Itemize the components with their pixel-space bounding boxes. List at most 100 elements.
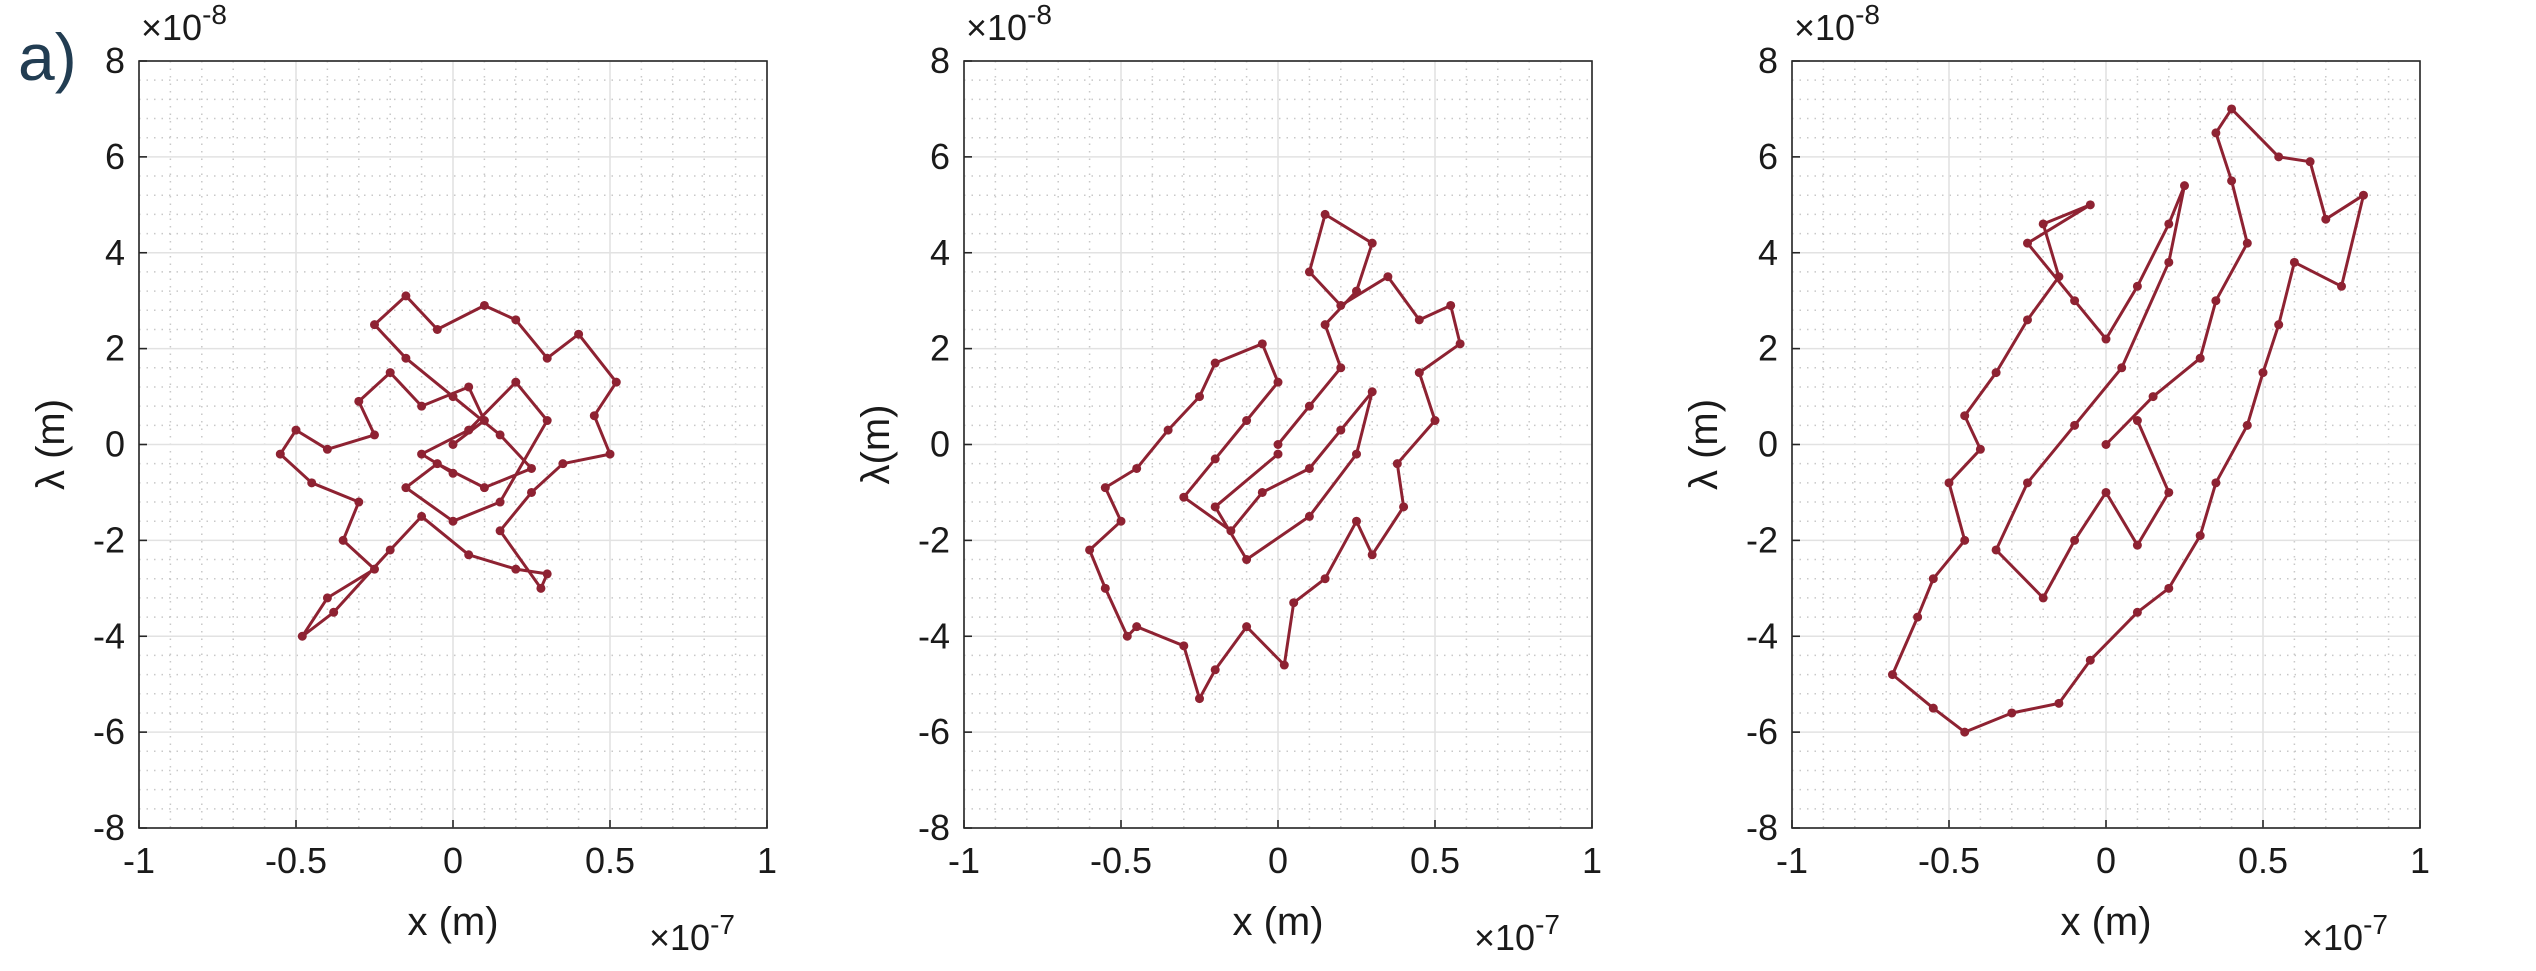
- data-point: [448, 468, 458, 478]
- data-point: [479, 300, 489, 310]
- data-point: [2023, 478, 2032, 488]
- data-point: [1210, 454, 1220, 464]
- data-point: [2132, 540, 2142, 550]
- data-point: [401, 291, 411, 301]
- data-point: [1336, 425, 1346, 435]
- data-point: [322, 593, 332, 603]
- axis-multiplier: ×10-8: [141, 0, 227, 48]
- data-point: [1960, 411, 1970, 421]
- data-point: [1320, 320, 1330, 330]
- data-point: [1960, 727, 1970, 737]
- multiplier-base: ×10: [2302, 917, 2363, 958]
- data-point: [2180, 181, 2189, 191]
- data-point: [2132, 607, 2142, 617]
- series-line: [278, 294, 618, 638]
- x-tick-label: 1: [1582, 840, 1602, 881]
- data-point: [1352, 449, 1361, 459]
- data-point: [495, 430, 505, 440]
- data-point: [2070, 535, 2080, 545]
- data-point: [1195, 694, 1204, 704]
- data-point: [558, 459, 568, 469]
- x-tick-label: 0: [1268, 840, 1288, 881]
- y-tick-label: -8: [93, 807, 125, 848]
- data-point: [2101, 487, 2111, 497]
- data-point: [1304, 267, 1314, 277]
- data-point: [1163, 425, 1173, 435]
- x-tick-label: -0.5: [265, 840, 327, 881]
- data-point: [1257, 487, 1267, 497]
- data-point: [2242, 420, 2252, 430]
- multiplier-exponent: -8: [202, 0, 227, 30]
- data-point: [448, 440, 458, 449]
- data-point: [1116, 516, 1126, 526]
- data-point: [464, 382, 474, 392]
- data-point: [1289, 598, 1299, 608]
- data-point: [338, 535, 348, 545]
- x-tick-label: 0: [443, 840, 463, 881]
- data-point: [1414, 368, 1424, 378]
- y-tick-label: 4: [930, 232, 950, 273]
- data-point: [542, 416, 552, 426]
- data-point: [417, 401, 427, 411]
- data-point: [2054, 272, 2064, 282]
- data-point: [432, 324, 442, 334]
- data-point: [2070, 296, 2080, 306]
- data-point: [2337, 281, 2346, 291]
- data-point: [1122, 631, 1132, 641]
- data-point: [2038, 219, 2048, 229]
- x-tick-label: 0: [2096, 840, 2116, 881]
- data-point: [1179, 492, 1189, 502]
- data-point: [527, 463, 536, 473]
- x-tick-label: -1: [123, 840, 155, 881]
- y-tick-label: 8: [1758, 40, 1778, 81]
- data-point: [2101, 440, 2111, 449]
- multiplier-base: ×10: [1474, 917, 1535, 958]
- data-point: [2164, 219, 2174, 229]
- data-point: [354, 497, 364, 507]
- x-tick-label: 0.5: [2238, 840, 2288, 881]
- data-point: [1320, 209, 1330, 219]
- y-tick-label: 2: [105, 328, 125, 369]
- x-tick-label: 0.5: [1410, 840, 1460, 881]
- data-point: [1320, 574, 1330, 584]
- data-point: [1132, 463, 1142, 473]
- axes-box: [138, 60, 768, 829]
- data-point: [417, 449, 427, 459]
- data-point: [370, 430, 379, 440]
- data-point: [2164, 257, 2174, 267]
- multiplier-exponent: -7: [1535, 909, 1560, 940]
- axis-multiplier: ×10-8: [1794, 0, 1880, 48]
- data-point: [370, 320, 379, 330]
- x-axis-label: x (m): [2060, 900, 2151, 944]
- data-point: [589, 411, 599, 421]
- data-point: [448, 516, 458, 526]
- y-tick-label: 6: [105, 136, 125, 177]
- y-tick-label: -8: [918, 807, 950, 848]
- data-point: [1367, 387, 1377, 397]
- x-tick-label: 0.5: [585, 840, 635, 881]
- data-point: [2227, 104, 2237, 114]
- data-point: [401, 483, 411, 493]
- data-point: [2070, 420, 2080, 430]
- data-point: [542, 569, 552, 579]
- data-point: [291, 425, 301, 435]
- data-point: [495, 497, 505, 507]
- data-point: [2321, 214, 2331, 224]
- data-point: [1257, 339, 1267, 349]
- data-point: [1887, 670, 1897, 680]
- data-point: [2195, 353, 2205, 363]
- data-point: [495, 526, 505, 536]
- data-point: [2258, 368, 2268, 378]
- axis-multiplier: ×10-8: [966, 0, 1052, 48]
- x-axis-label: x (m): [407, 900, 498, 944]
- data-point: [1913, 612, 1923, 622]
- data-point: [1383, 272, 1393, 282]
- data-point: [1100, 483, 1110, 493]
- data-point: [385, 368, 395, 378]
- y-tick-label: 8: [105, 40, 125, 81]
- axis-multiplier: ×10-7: [1474, 909, 1560, 958]
- data-point: [2358, 190, 2368, 200]
